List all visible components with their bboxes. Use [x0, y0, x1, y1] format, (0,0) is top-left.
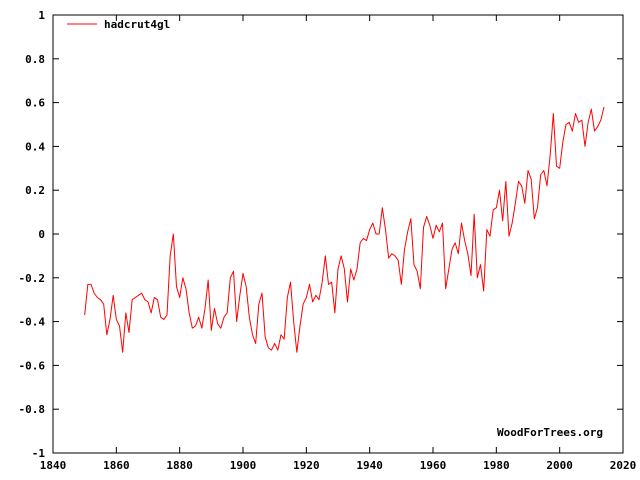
x-tick-label: 1860 — [103, 459, 130, 472]
plot-series — [84, 106, 605, 353]
y-axis: -1 -0.8 -0.6 -0.4 -0.2 0 0.2 0.4 0.6 0.8 1 — [19, 9, 623, 460]
x-tick-label: 2020 — [610, 459, 637, 472]
y-tick-label: 0.2 — [25, 184, 45, 197]
x-tick-label: 1880 — [166, 459, 193, 472]
x-tick-label: 1840 — [40, 459, 67, 472]
y-tick-label: -0.2 — [19, 272, 46, 285]
y-tick-label: -0.6 — [19, 359, 46, 372]
y-tick-label: -0.4 — [19, 316, 46, 329]
y-tick-label: -0.8 — [19, 403, 46, 416]
legend: hadcrut4gl — [67, 18, 170, 31]
x-tick-label: 1960 — [420, 459, 447, 472]
x-tick-label: 1900 — [230, 459, 257, 472]
x-tick-label: 1980 — [483, 459, 510, 472]
x-tick-label: 1940 — [356, 459, 383, 472]
y-tick-label: 1 — [38, 9, 45, 22]
y-tick-label: -1 — [32, 447, 46, 460]
x-axis: 1840 1860 1880 1900 1920 1940 1960 1980 2000 2020 — [40, 15, 637, 472]
y-tick-label: 0 — [38, 228, 45, 241]
x-tick-label: 1920 — [293, 459, 320, 472]
y-tick-label: 0.8 — [25, 53, 45, 66]
y-tick-label: 0.4 — [25, 140, 45, 153]
y-tick-label: 0.6 — [25, 97, 45, 110]
legend-label-hadcrut4gl: hadcrut4gl — [104, 18, 170, 31]
x-tick-label: 2000 — [546, 459, 573, 472]
watermark-text: WoodForTrees.org — [497, 426, 603, 439]
series-line-hadcrut4gl — [84, 106, 605, 353]
